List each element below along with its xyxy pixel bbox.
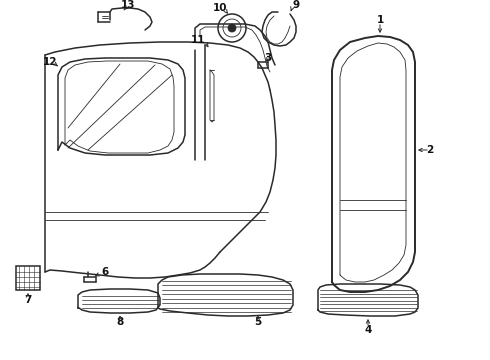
Text: 5: 5 [254,317,262,327]
Text: 4: 4 [364,325,372,335]
Text: 6: 6 [101,267,109,277]
Text: 1: 1 [376,15,384,25]
Text: 2: 2 [426,145,434,155]
Text: 13: 13 [121,0,135,10]
Text: 3: 3 [265,53,271,63]
Bar [16,266,40,290]
Text: 7: 7 [24,295,32,305]
Text: 9: 9 [293,0,299,10]
Text: 8: 8 [117,317,123,327]
Circle shape [228,24,236,32]
Text: 12: 12 [43,57,57,67]
Text: 11: 11 [191,35,205,45]
Text: 10: 10 [213,3,227,13]
